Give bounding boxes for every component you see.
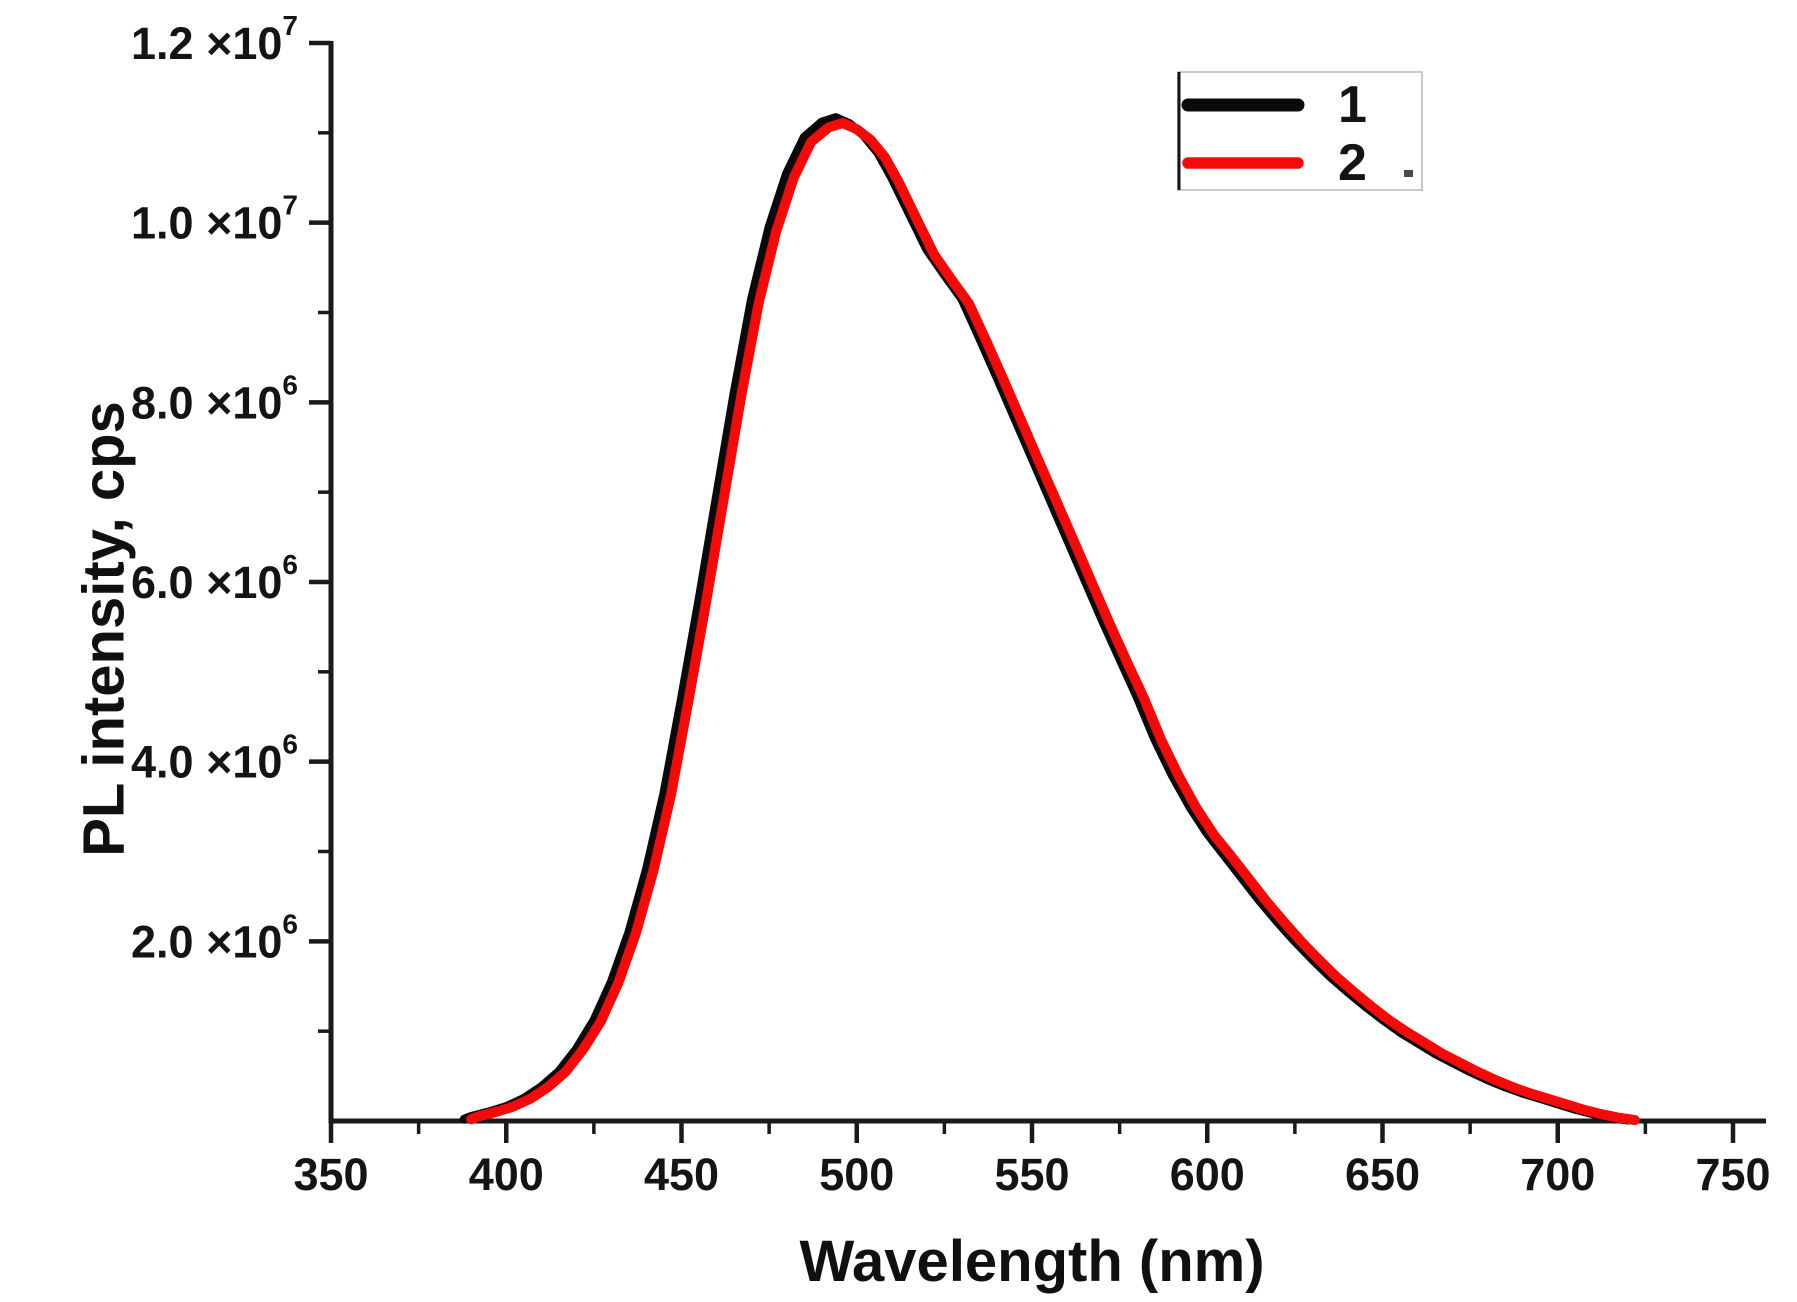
legend-label-1: 1 <box>1338 76 1367 134</box>
x-tick-label: 450 <box>644 1149 719 1200</box>
artifact-dot <box>1404 170 1413 177</box>
x-tick-label: 500 <box>819 1149 894 1200</box>
x-tick-label: 650 <box>1345 1149 1420 1200</box>
y-tick-label: 1.0 ×107 <box>131 190 298 249</box>
x-axis-title: Wavelength (nm) <box>799 1229 1265 1294</box>
y-tick-label: 1.2 ×107 <box>131 10 298 69</box>
y-axis-title: PL intensity, cps <box>71 401 137 857</box>
x-tick-label: 550 <box>994 1149 1069 1200</box>
x-tick-label: 350 <box>293 1149 368 1200</box>
x-tick-label: 750 <box>1695 1149 1770 1200</box>
x-tick-label: 700 <box>1520 1149 1595 1200</box>
series-line-1 <box>459 113 1633 1125</box>
y-tick-label: 6.0 ×106 <box>131 549 298 608</box>
series-line-2 <box>466 118 1640 1126</box>
x-tick-label: 400 <box>469 1149 544 1200</box>
x-tick-label: 600 <box>1170 1149 1245 1200</box>
legend-label-2: 2 <box>1338 134 1367 192</box>
legend-frame <box>1177 71 1423 191</box>
y-tick-label: 2.0 ×106 <box>131 908 298 967</box>
y-tick-label: 8.0 ×106 <box>131 369 298 428</box>
y-tick-label: 4.0 ×106 <box>131 729 298 788</box>
